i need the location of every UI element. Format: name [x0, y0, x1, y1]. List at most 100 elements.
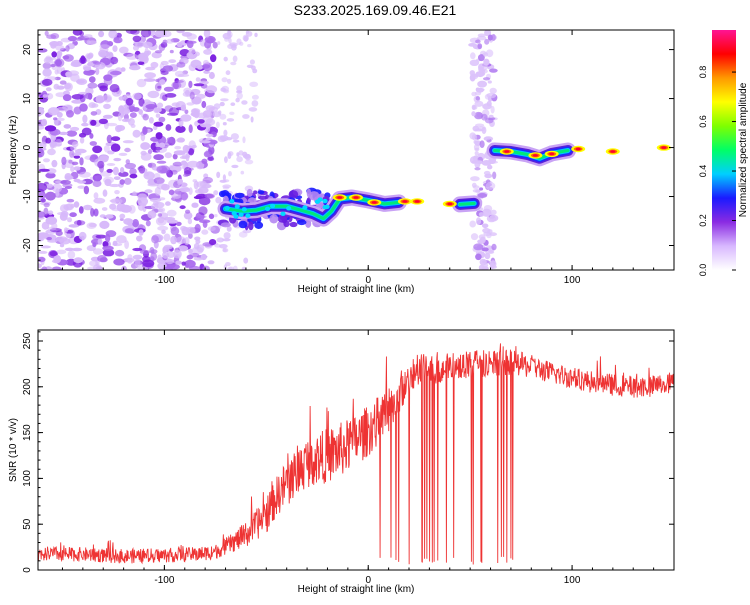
- heatmap-noise-cell: [250, 116, 254, 123]
- heatmap-noise-cell: [227, 78, 232, 84]
- heatmap-noise-cell: [76, 78, 88, 85]
- heatmap-noise-cell: [216, 237, 225, 243]
- heatmap-noise-cell: [45, 172, 56, 179]
- heatmap-noise-cell: [188, 232, 193, 239]
- heatmap-noise-cell: [77, 185, 86, 189]
- heatmap-noise-cell: [38, 192, 47, 199]
- heatmap-noise-cell: [38, 147, 44, 156]
- heatmap-noise-cell: [487, 80, 492, 84]
- heatmap-noise-cell: [469, 220, 477, 228]
- heatmap-noise-cell: [194, 189, 204, 194]
- heatmap-noise-cell: [112, 243, 123, 247]
- heatmap-ridge-cell: [246, 188, 253, 197]
- heatmap-noise-cell: [251, 100, 259, 107]
- heatmap-noise-cell: [177, 73, 190, 77]
- heatmap-noise-cell: [106, 134, 113, 144]
- heatmap-noise-cell: [472, 185, 480, 190]
- heatmap-noise-cell: [190, 112, 197, 117]
- heatmap-noise-cell: [99, 155, 109, 163]
- heatmap-noise-cell: [143, 50, 150, 58]
- heatmap-noise-cell: [163, 86, 174, 92]
- heatmap-noise-cell: [474, 167, 481, 171]
- heatmap-noise-cell: [112, 166, 119, 176]
- heatmap-ridge-cell: [229, 199, 235, 204]
- heatmap-noise-cell: [482, 103, 492, 110]
- heatmap-ridge-band: [458, 201, 476, 206]
- heatmap-noise-cell: [69, 212, 77, 218]
- colorbar: 0.0 0.2 0.4 0.6 0.8 Normalized spectral ampl…: [698, 30, 749, 276]
- heatmap-noise-cell: [102, 249, 115, 257]
- heatmap-noise-cell: [222, 238, 231, 242]
- heatmap-noise-cell: [144, 72, 157, 79]
- heatmap-ridge-cell: [306, 197, 311, 204]
- heatmap-noise-cell: [120, 204, 132, 213]
- heatmap-ridge-cell: [233, 214, 239, 219]
- heatmap-noise-cell: [483, 231, 492, 237]
- heatmap-noise-cell: [152, 201, 159, 206]
- heatmap-noise-cell: [216, 171, 221, 178]
- heatmap-noise-cell: [73, 201, 80, 208]
- heatmap-noise-cell: [108, 30, 118, 39]
- heatmap-noise-cell: [168, 59, 177, 63]
- heatmap-x-ticks: -100 0 100: [61, 30, 675, 286]
- heatmap-noise-cell: [92, 145, 103, 154]
- heatmap-noise-cell: [44, 30, 49, 36]
- heatmap-ridge-cell: [314, 199, 321, 204]
- heatmap-noise-cell: [177, 137, 185, 143]
- heatmap-noise-cell: [180, 160, 187, 166]
- heatmap-ridge-cell: [248, 221, 254, 231]
- heatmap-noise-cell: [164, 152, 172, 159]
- colorbar-tick-label: 0.6: [698, 115, 708, 128]
- heatmap-noise-cell: [65, 45, 70, 52]
- heatmap-noise-cell: [41, 118, 48, 127]
- heatmap-noise-cell: [475, 253, 482, 261]
- heatmap-noise-cell: [474, 147, 480, 152]
- heatmap-noise-cell: [138, 165, 146, 174]
- heatmap-noise-cell: [180, 114, 192, 122]
- heatmap-noise-cell: [132, 247, 143, 252]
- heatmap-noise-cell: [59, 243, 65, 248]
- heatmap-noise-cell: [148, 117, 154, 124]
- heatmap-ridge-cell: [245, 213, 251, 218]
- heatmap-noise-cell: [140, 152, 152, 161]
- heatmap-noise-cell: [106, 122, 118, 127]
- heatmap-noise-cell: [207, 260, 215, 265]
- heatmap-noise-cell: [123, 218, 134, 225]
- snr-panel: -100 0 100 0 50 100 150 200 250 Height of strai…: [8, 329, 675, 595]
- heatmap-noise-cell: [109, 203, 117, 210]
- heatmap-noise-cell: [490, 209, 497, 215]
- heatmap-noise-cell: [89, 76, 96, 83]
- heatmap-noise-cell: [119, 213, 126, 219]
- heatmap-noise-cell: [240, 170, 245, 175]
- heatmap-noise-cell: [242, 136, 246, 144]
- heatmap-noise-cell: [38, 263, 42, 269]
- heatmap-noise-cell: [491, 33, 496, 42]
- heatmap-noise-cell: [109, 183, 121, 188]
- heatmap-noise-cell: [55, 44, 65, 51]
- heatmap-noise-cell: [241, 266, 247, 270]
- heatmap-y-tick-label: 10: [22, 93, 33, 105]
- heatmap-noise-cell: [113, 176, 121, 181]
- heatmap-noise-cell: [222, 179, 230, 183]
- heatmap-noise-cell: [248, 107, 258, 112]
- heatmap-noise-cell: [54, 58, 65, 68]
- heatmap-noise-cell: [207, 139, 218, 145]
- heatmap-noise-cell: [127, 118, 135, 126]
- snr-y-tick-label: 250: [22, 332, 33, 349]
- heatmap-noise-cell: [47, 107, 60, 116]
- heatmap-noise-cell: [87, 266, 99, 270]
- heatmap-noise-cell: [236, 92, 243, 100]
- heatmap-noise-cell: [88, 102, 96, 109]
- heatmap-noise-cell: [42, 94, 48, 98]
- heatmap-noise-cell: [172, 161, 183, 167]
- heatmap-noise-cell: [491, 243, 497, 251]
- heatmap-noise-cell: [221, 77, 228, 83]
- heatmap-noise-cell: [165, 124, 172, 131]
- heatmap-noise-cell: [205, 133, 214, 137]
- heatmap-noise-cell: [145, 104, 158, 109]
- heatmap-noise-cell: [188, 80, 193, 89]
- heatmap-noise-cell: [252, 68, 258, 74]
- heatmap-noise-cell: [45, 191, 56, 201]
- heatmap-noise-cell: [142, 113, 149, 121]
- heatmap-noise-cell: [66, 198, 75, 203]
